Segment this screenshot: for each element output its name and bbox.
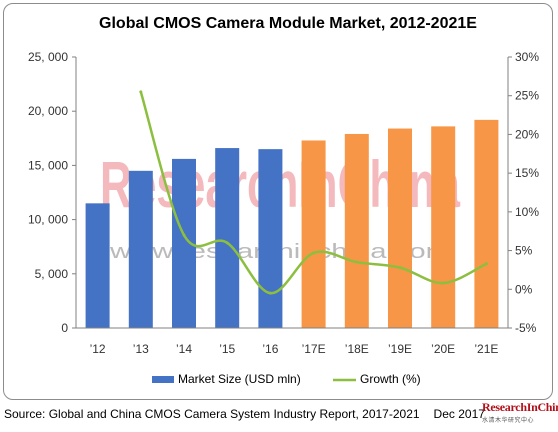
x-tick-label: ’16 [262, 342, 278, 356]
x-tick-label: ’14 [176, 342, 192, 356]
bar-2 [128, 170, 153, 328]
logo-subtext: 水清木华研究中心 [482, 418, 535, 424]
x-tick-label: ’13 [133, 342, 149, 356]
growth-point-4 [225, 241, 229, 245]
x-tick-label: ’17E [302, 342, 326, 356]
left-tick-label: 20, 000 [28, 104, 68, 118]
growth-point-5 [268, 291, 272, 295]
legend-swatch-market-size [152, 376, 174, 383]
bar-1 [85, 203, 110, 328]
legend-label-market-size: Market Size (USD mln) [178, 372, 301, 386]
right-tick-label: 15% [515, 166, 539, 180]
left-tick-label: 0 [61, 321, 68, 335]
chart: Global CMOS Camera Module Market, 2012-2… [28, 15, 539, 386]
bar-8 [388, 128, 412, 328]
source-note: Source: Global and China CMOS Camera Sys… [4, 407, 485, 421]
right-tick-label: 0% [515, 282, 533, 296]
researchinchina-logo: ResearchInChina 水清木华研究中心 [482, 400, 558, 430]
x-tick-label: ’20E [431, 342, 455, 356]
right-tick-label: 30% [515, 50, 539, 64]
bar-6 [301, 140, 326, 328]
growth-point-9 [441, 281, 445, 285]
source-text: Source: Global and China CMOS Camera Sys… [4, 407, 420, 421]
right-tick-label: 20% [515, 127, 539, 141]
legend-label-growth: Growth (%) [360, 372, 421, 386]
left-tick-label: 25, 000 [28, 50, 68, 64]
bar-7 [344, 133, 369, 328]
growth-point-6 [312, 251, 316, 255]
right-tick-label: 10% [515, 205, 539, 219]
logo-text: ResearchInChina [482, 400, 558, 414]
growth-point-10 [484, 262, 488, 266]
growth-point-2 [139, 90, 143, 94]
bar-9 [431, 126, 456, 328]
left-tick-label: 10, 000 [28, 213, 68, 227]
right-tick-label: 25% [515, 89, 539, 103]
x-tick-label: ’15 [219, 342, 235, 356]
x-tick-label: ’19E [388, 342, 412, 356]
left-tick-label: 5, 000 [35, 267, 69, 281]
growth-point-8 [398, 266, 402, 270]
right-tick-label: 5% [515, 244, 533, 258]
chart-title: Global CMOS Camera Module Market, 2012-2… [99, 15, 477, 32]
x-tick-label: ’21E [474, 342, 498, 356]
growth-point-3 [182, 233, 186, 237]
left-tick-label: 15, 000 [28, 158, 68, 172]
source-date: Dec 2017 [433, 407, 485, 421]
x-tick-label: ’18E [345, 342, 369, 356]
bar-10 [474, 119, 499, 328]
right-tick-label: -5% [515, 321, 537, 335]
x-tick-label: ’12 [90, 342, 106, 356]
bar-5 [258, 149, 283, 328]
growth-point-7 [355, 260, 359, 264]
bar-4 [215, 148, 240, 328]
